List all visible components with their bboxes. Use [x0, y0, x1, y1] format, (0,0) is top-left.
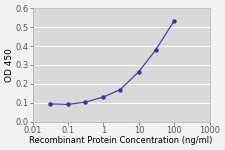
- Y-axis label: OD 450: OD 450: [5, 48, 14, 82]
- X-axis label: Recombinant Protein Concentration (ng/ml): Recombinant Protein Concentration (ng/ml…: [29, 136, 213, 145]
